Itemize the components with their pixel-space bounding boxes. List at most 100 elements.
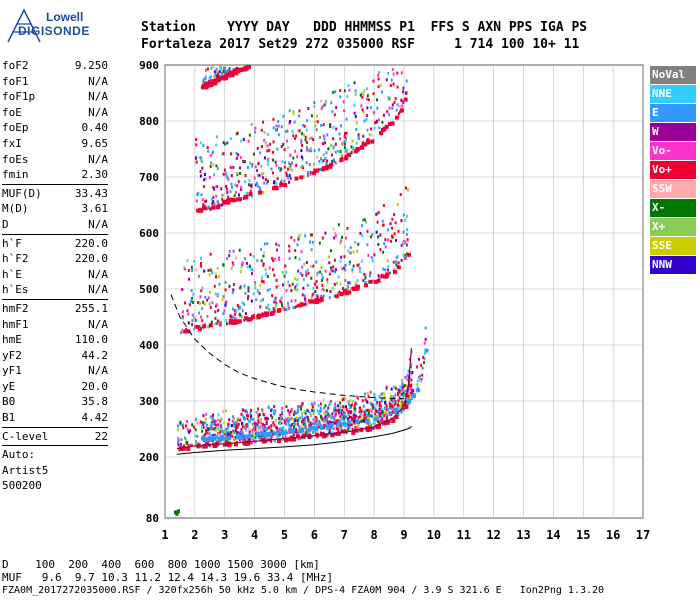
echo-point bbox=[371, 259, 374, 263]
x-tick-label: 7 bbox=[341, 528, 348, 542]
echo-point bbox=[207, 149, 210, 153]
echo-point bbox=[275, 242, 278, 246]
echo-point bbox=[403, 256, 406, 260]
echo-point bbox=[283, 165, 286, 169]
echo-point bbox=[228, 320, 233, 325]
echo-point bbox=[294, 411, 297, 415]
echo-point bbox=[301, 132, 304, 136]
echo-point bbox=[254, 436, 257, 440]
echo-point bbox=[218, 320, 221, 324]
echo-point bbox=[386, 416, 389, 420]
echo-point bbox=[335, 127, 338, 131]
echo-point bbox=[215, 77, 220, 82]
echo-point bbox=[209, 252, 212, 256]
echo-point bbox=[296, 278, 299, 282]
echo-point bbox=[314, 415, 317, 419]
echo-point bbox=[331, 286, 334, 290]
echo-point bbox=[266, 275, 269, 279]
echo-point bbox=[353, 103, 356, 107]
echo-point bbox=[384, 268, 387, 272]
echo-point bbox=[343, 89, 346, 93]
echo-point bbox=[201, 429, 204, 433]
echo-point bbox=[278, 433, 281, 437]
param-row: foF1 N/A bbox=[2, 74, 108, 90]
echo-point bbox=[247, 286, 250, 290]
echo-point bbox=[411, 370, 414, 374]
echo-point bbox=[214, 419, 217, 423]
echo-point bbox=[339, 423, 342, 427]
echo-point bbox=[249, 184, 252, 188]
echo-point bbox=[360, 418, 363, 422]
legend-item-ssw: SSW bbox=[650, 180, 696, 198]
echo-point bbox=[284, 435, 287, 439]
echo-point bbox=[321, 167, 326, 172]
echo-point bbox=[277, 166, 280, 170]
echo-point bbox=[215, 439, 218, 443]
echo-point bbox=[382, 250, 385, 254]
echo-point bbox=[312, 162, 315, 166]
echo-point bbox=[305, 414, 308, 418]
echo-point bbox=[231, 307, 234, 311]
echo-point bbox=[335, 106, 338, 110]
echo-point bbox=[248, 419, 251, 423]
echo-point bbox=[373, 279, 378, 284]
echo-point bbox=[382, 204, 385, 208]
echo-point bbox=[423, 341, 426, 345]
echo-point bbox=[326, 425, 331, 430]
echo-point bbox=[260, 164, 263, 168]
echo-point bbox=[274, 410, 277, 414]
echo-point bbox=[422, 361, 425, 365]
echo-point bbox=[369, 271, 372, 275]
echo-point bbox=[222, 202, 225, 206]
param-value: N/A bbox=[88, 364, 108, 378]
echo-point bbox=[364, 273, 367, 277]
o-trace-line bbox=[176, 347, 413, 450]
echo-point bbox=[339, 405, 342, 409]
echo-point bbox=[341, 267, 344, 271]
echo-point bbox=[333, 421, 336, 425]
echo-point bbox=[350, 145, 353, 149]
echo-point bbox=[276, 429, 279, 433]
echo-point bbox=[287, 409, 290, 413]
echo-point bbox=[406, 238, 409, 242]
echo-point bbox=[229, 137, 232, 141]
echo-point bbox=[299, 175, 304, 180]
echo-point bbox=[299, 407, 302, 411]
echo-point bbox=[297, 425, 300, 429]
echo-point bbox=[240, 315, 243, 319]
echo-point bbox=[281, 412, 284, 416]
echo-point bbox=[391, 106, 394, 110]
echo-point bbox=[213, 422, 216, 426]
echo-point bbox=[211, 435, 216, 440]
echo-point bbox=[300, 302, 305, 307]
echo-point bbox=[256, 147, 259, 151]
echo-point bbox=[294, 298, 297, 302]
echo-point bbox=[347, 420, 352, 425]
echo-point bbox=[262, 254, 265, 258]
echo-point bbox=[367, 416, 370, 420]
echo-point bbox=[308, 163, 311, 167]
echo-point bbox=[238, 248, 241, 252]
echo-point bbox=[362, 404, 365, 408]
echo-point bbox=[217, 437, 222, 442]
echo-point bbox=[333, 258, 336, 262]
echo-point bbox=[184, 301, 187, 305]
echo-point bbox=[302, 422, 305, 426]
echo-point bbox=[227, 195, 230, 199]
echo-point bbox=[324, 156, 327, 160]
echo-point bbox=[372, 421, 375, 425]
echo-point bbox=[261, 428, 264, 432]
echo-point bbox=[373, 253, 376, 257]
echo-point bbox=[204, 80, 207, 84]
echo-point bbox=[408, 383, 413, 388]
echo-point bbox=[201, 319, 204, 323]
echo-point bbox=[288, 284, 291, 288]
echo-point bbox=[385, 385, 388, 389]
echo-point bbox=[312, 291, 315, 295]
echo-point bbox=[261, 279, 264, 283]
echo-point bbox=[232, 420, 235, 424]
echo-point bbox=[264, 268, 267, 272]
echo-point bbox=[307, 171, 310, 175]
echo-point bbox=[198, 208, 203, 213]
echo-point bbox=[307, 418, 310, 422]
